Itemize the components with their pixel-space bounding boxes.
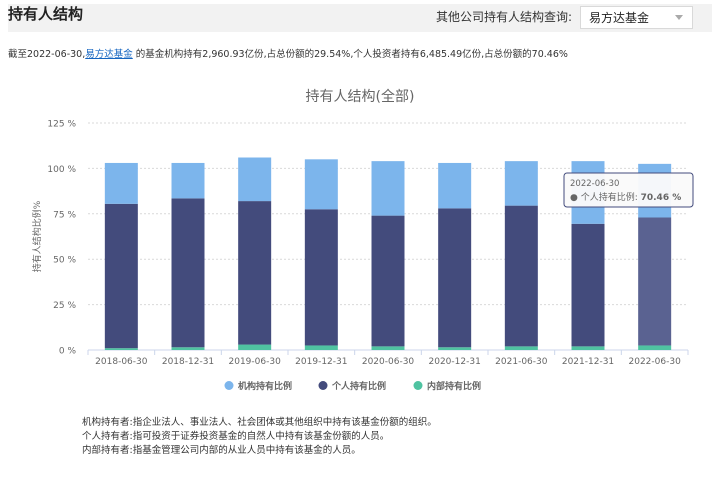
bar-institutional[interactable] <box>304 159 338 210</box>
note-internal: 内部持有者:指基金管理公司内部的从业人员中持有该基金的人员。 <box>82 445 361 456</box>
bar-institutional[interactable] <box>438 162 472 209</box>
bar-individual[interactable] <box>438 208 472 348</box>
x-tick-label: 2018-12-31 <box>162 357 214 367</box>
legend-item-label[interactable]: 内部持有比例 <box>427 380 481 392</box>
x-tick-label: 2020-06-30 <box>362 357 415 367</box>
y-tick-label: 0 % <box>59 347 77 357</box>
tooltip-date: 2022-06-30 <box>570 179 619 189</box>
bar-internal[interactable] <box>571 346 605 350</box>
x-tick-label: 2019-12-31 <box>295 357 347 367</box>
holder-structure-chart: 持有人结构(全部) 0 % 25 % 50 % 75 % 100 % 125 % 持有人结构比… <box>31 88 694 392</box>
legend-item-label[interactable]: 机构持有比例 <box>238 380 292 392</box>
fund-company-select[interactable]: 易方达基金 <box>580 6 693 29</box>
y-tick-label: 25 % <box>53 301 76 311</box>
note-individual: 个人持有者:指可投资于证券投资基金的自然人中持有该基金份额的人员。 <box>82 431 390 442</box>
bar-individual[interactable] <box>371 215 405 347</box>
x-tick-label: 2021-06-30 <box>495 357 548 367</box>
bar-internal[interactable] <box>504 346 538 350</box>
bar-individual[interactable] <box>571 223 605 347</box>
legend-marker[interactable] <box>318 381 328 390</box>
x-tick-label: 2020-12-31 <box>429 357 481 367</box>
bar-institutional[interactable] <box>371 161 405 216</box>
bar-internal[interactable] <box>638 345 672 350</box>
legend-marker[interactable] <box>413 381 423 390</box>
bar-individual[interactable] <box>171 198 205 348</box>
holder-summary: 截至2022-06-30,易方达基金 的基金机构持有2,960.93亿份,占总份… <box>8 48 568 62</box>
bar-internal[interactable] <box>171 347 205 350</box>
note-institutional: 机构持有者:指企业法人、事业法人、社会团体或其他组织中持有该基金份额的组织。 <box>82 417 437 428</box>
x-tick-label: 2019-06-30 <box>229 357 282 367</box>
bar-institutional[interactable] <box>238 157 272 202</box>
x-tick-label: 2022-06-30 <box>629 357 682 367</box>
tooltip-label: ● 个人持有比例: 70.46 % <box>570 191 681 203</box>
chart-title: 持有人结构(全部) <box>306 88 415 105</box>
fund-company-select-value[interactable]: 易方达基金 <box>589 11 650 25</box>
bar-institutional[interactable] <box>171 162 205 199</box>
y-tick-label: 50 % <box>53 256 76 266</box>
summary-suffix: 的基金机构持有2,960.93亿份,占总份额的29.54%,个人投资者持有6,4… <box>132 49 568 60</box>
x-tick-label: 2021-12-31 <box>562 357 614 367</box>
x-tick-label: 2018-06-30 <box>95 357 148 367</box>
bar-individual[interactable] <box>504 205 538 347</box>
y-tick-label: 75 % <box>53 210 76 220</box>
page-title: 持有人结构 <box>8 5 84 23</box>
bar-institutional[interactable] <box>504 161 538 206</box>
tooltip-value: 70.46 % <box>641 193 682 203</box>
tooltip-box <box>563 172 694 208</box>
chevron-down-icon[interactable] <box>675 15 683 20</box>
bar-institutional[interactable] <box>104 162 138 204</box>
bar-internal[interactable] <box>371 346 405 350</box>
bar-individual[interactable] <box>638 217 672 346</box>
y-axis-label: 持有人结构比例% <box>31 200 43 272</box>
bar-individual[interactable] <box>104 203 138 349</box>
legend-item-label[interactable]: 个人持有比例 <box>331 380 386 392</box>
bar-individual[interactable] <box>304 209 338 346</box>
bar-internal[interactable] <box>304 345 338 350</box>
definition-notes: 机构持有者:指企业法人、事业法人、社会团体或其他组织中持有该基金份额的组织。 个… <box>82 416 437 458</box>
y-tick-label: 100 % <box>47 165 76 175</box>
company-query-label: 其他公司持有人结构查询: <box>436 10 573 24</box>
legend-marker[interactable] <box>224 381 234 390</box>
bar-individual[interactable] <box>238 201 272 345</box>
bar-internal[interactable] <box>104 348 138 350</box>
summary-prefix: 截至2022-06-30, <box>8 49 86 60</box>
y-tick-label: 125 % <box>47 120 76 130</box>
bar-internal[interactable] <box>438 347 472 350</box>
company-link[interactable]: 易方达基金 <box>85 49 133 60</box>
bar-internal[interactable] <box>238 344 272 350</box>
